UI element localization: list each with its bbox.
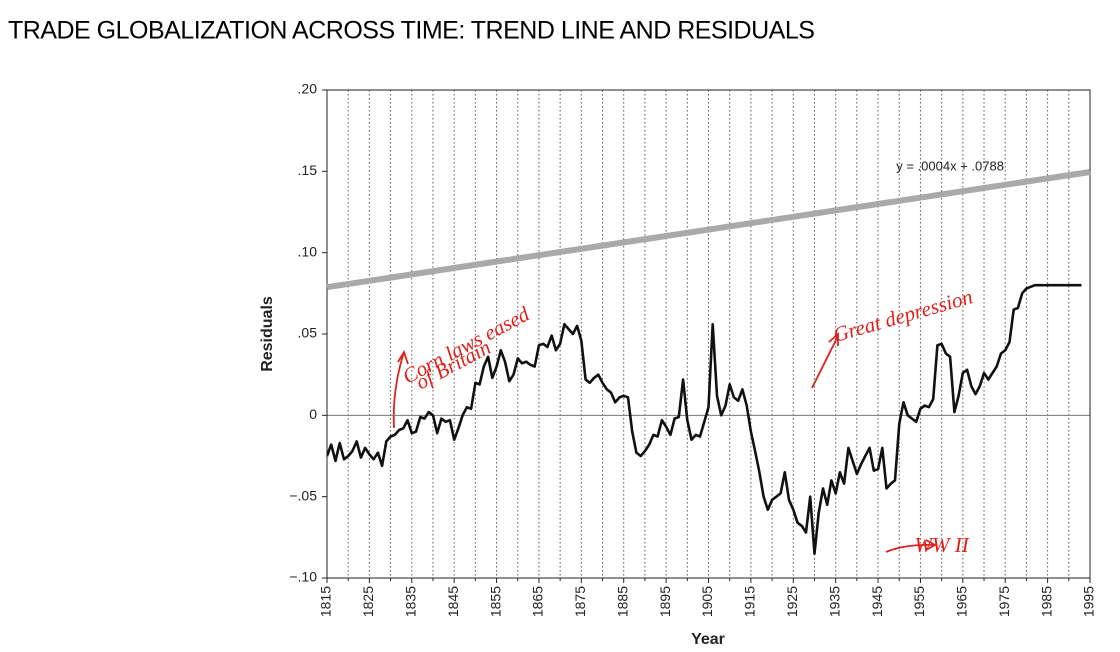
- y-tick-label: −.10: [289, 569, 317, 585]
- plot-frame: [326, 89, 1091, 579]
- x-tick-label: 1955: [911, 586, 927, 617]
- x-tick-label: 1855: [487, 586, 503, 617]
- x-tick-label: 1965: [954, 586, 970, 617]
- arrow: [811, 335, 839, 389]
- x-tick-label: 1815: [318, 586, 334, 617]
- x-tick-label: 1945: [869, 586, 885, 617]
- x-tick-label: 1885: [614, 586, 630, 617]
- arrow: [392, 351, 405, 429]
- y-tick-label: .05: [298, 325, 318, 341]
- arrow-head: [397, 349, 409, 365]
- arrow-head: [925, 539, 937, 551]
- x-tick-label: 1895: [657, 586, 673, 617]
- annotation: WW II: [915, 533, 970, 557]
- residual-line: [327, 283, 1082, 555]
- x-axis-label: Year: [691, 631, 725, 648]
- chart-title: TRADE GLOBALIZATION ACROSS TIME: TREND L…: [8, 17, 814, 45]
- x-tick-label: 1985: [1038, 586, 1054, 617]
- x-tick-label: 1845: [445, 586, 461, 617]
- y-tick-label: −.05: [289, 487, 317, 503]
- y-tick-label: .20: [298, 81, 318, 97]
- arrow-head: [828, 331, 839, 346]
- x-tick-label: 1875: [572, 586, 588, 617]
- x-tick-label: 1865: [530, 586, 546, 617]
- y-axis-label: Residuals: [259, 296, 276, 372]
- y-tick-label: .10: [298, 243, 318, 259]
- arrow: [885, 543, 935, 553]
- annotation-arrows: [392, 331, 937, 553]
- x-tick-label: 1905: [699, 586, 715, 617]
- x-tick-label: 1925: [784, 586, 800, 617]
- x-tick-label: 1935: [826, 586, 842, 617]
- x-tick-label: 1835: [402, 586, 418, 617]
- y-tick-label: 0: [309, 406, 317, 422]
- x-tick-label: 1995: [1081, 586, 1097, 617]
- x-tick-label: 1915: [742, 586, 758, 617]
- x-tick-label: 1975: [996, 586, 1012, 617]
- trend-line: [326, 169, 1091, 291]
- trend-equation: y = .0004x + .0788: [896, 159, 1004, 174]
- annotation: Great depression: [831, 284, 976, 347]
- y-tick-label: .15: [298, 162, 318, 178]
- x-tick-label: 1825: [360, 586, 376, 617]
